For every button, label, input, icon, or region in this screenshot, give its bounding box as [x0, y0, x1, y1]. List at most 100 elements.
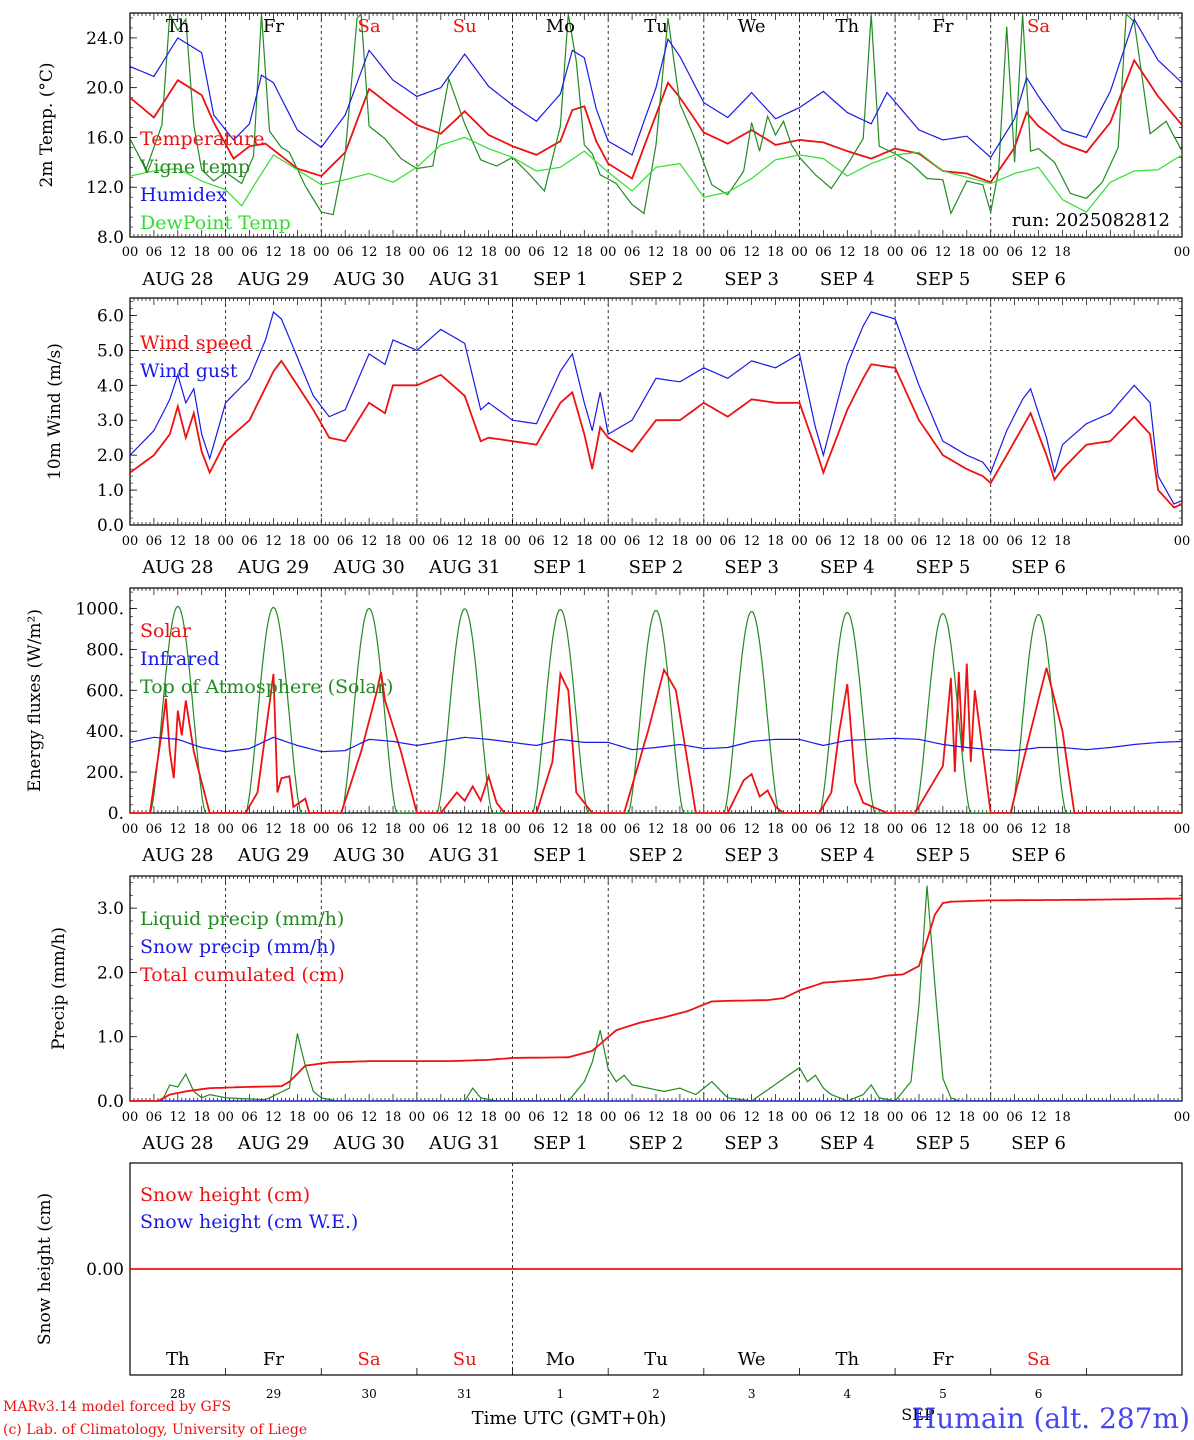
day-name-bottom: Fr	[932, 1349, 953, 1370]
y-tick-label: 2.0	[97, 963, 124, 983]
hour-label: 06	[433, 822, 450, 837]
hour-label: 18	[289, 534, 306, 549]
hour-label: 00	[887, 1110, 904, 1125]
day-name-top: Sa	[1027, 16, 1050, 37]
y-tick-label: 1000.	[75, 599, 124, 619]
hour-label: 06	[1006, 534, 1023, 549]
hour-label: 12	[456, 1110, 473, 1125]
day-name-top: Mo	[546, 16, 575, 37]
date-label: AUG 29	[237, 269, 309, 290]
hour-label: 00	[600, 1110, 617, 1125]
hour-label: 00	[122, 822, 139, 837]
hour-label: 12	[552, 534, 569, 549]
day-name-bottom: We	[738, 1349, 766, 1370]
lab-credit: (c) Lab. of Climatology, University of L…	[3, 1422, 307, 1438]
hour-label: 00	[409, 245, 426, 260]
hour-label: 06	[1006, 1110, 1023, 1125]
y-tick-label: 12.0	[86, 178, 124, 198]
y-tick-label: 400.	[86, 722, 124, 742]
hour-label: 00	[313, 1110, 330, 1125]
hour-label: 12	[743, 245, 760, 260]
hour-label: 12	[456, 822, 473, 837]
hour-label: 06	[337, 822, 354, 837]
hour-label: 00	[600, 534, 617, 549]
hour-label: 18	[672, 534, 689, 549]
y-tick-label: 24.0	[86, 29, 124, 49]
legend-item: Liquid precip (mm/h)	[140, 908, 344, 930]
y-tick-label: 800.	[86, 640, 124, 660]
y-tick-label: 3.0	[97, 411, 124, 431]
hour-label: 00	[600, 822, 617, 837]
hour-label: 06	[815, 822, 832, 837]
date-label: SEP 5	[916, 269, 971, 290]
hour-label: 06	[433, 534, 450, 549]
legend-item: Total cumulated (cm)	[140, 964, 345, 986]
date-label: SEP 6	[1011, 845, 1066, 866]
hour-label: 00	[791, 822, 808, 837]
plot-frame	[129, 297, 1183, 526]
hour-label: 00	[504, 534, 521, 549]
hour-label: 18	[193, 245, 210, 260]
hour-label: 12	[648, 534, 665, 549]
hour-label: 06	[719, 534, 736, 549]
hour-label: 00	[122, 534, 139, 549]
day-name-bottom: Th	[166, 1349, 190, 1370]
legend-item: Vigne temp	[139, 156, 250, 178]
hour-label: 00	[409, 534, 426, 549]
day-name-bottom: Fr	[263, 1349, 284, 1370]
hour-label: 12	[935, 534, 952, 549]
hour-label: 12	[552, 1110, 569, 1125]
hour-label: 06	[719, 1110, 736, 1125]
hour-label: 12	[265, 822, 282, 837]
hour-label: 18	[1054, 1110, 1071, 1125]
series-group	[130, 605, 1182, 813]
y-axis-label: Precip (mm/h)	[49, 927, 69, 1050]
hour-label: 06	[624, 534, 641, 549]
hour-label: 06	[337, 245, 354, 260]
legend-item: Wind speed	[140, 332, 252, 354]
hour-label: 18	[193, 1110, 210, 1125]
hour-label: 18	[959, 534, 976, 549]
hour-label: 18	[959, 1110, 976, 1125]
hour-label: 12	[839, 245, 856, 260]
day-number: 4	[843, 1387, 851, 1401]
model-credit: MARv3.14 model forced by GFS	[3, 1399, 231, 1415]
hour-label: 00	[217, 1110, 234, 1125]
series-group	[130, 885, 1182, 1101]
hour-label: 00	[409, 822, 426, 837]
hour-label: 12	[361, 245, 378, 260]
hour-label: 06	[911, 534, 928, 549]
y-tick-label: 0.0	[97, 1092, 124, 1112]
day-name-top: Fr	[263, 16, 284, 37]
y-tick-label: 2.0	[97, 446, 124, 466]
y-tick-label: 16.0	[86, 128, 124, 148]
y-tick-label: 5.0	[97, 341, 124, 361]
date-label: SEP 3	[724, 845, 779, 866]
hour-label: 06	[146, 245, 163, 260]
hour-label: 00	[791, 245, 808, 260]
date-label: SEP 3	[724, 269, 779, 290]
hour-label: 06	[815, 534, 832, 549]
series-humidex	[130, 17, 1182, 159]
legend-item: Snow precip (mm/h)	[140, 936, 336, 958]
legend-item: Top of Atmosphere (Solar)	[140, 676, 393, 698]
day-name-bottom: Sa	[358, 1349, 381, 1370]
series-group	[130, 310, 1182, 509]
date-label: AUG 30	[332, 269, 404, 290]
series-group	[130, 13, 1182, 216]
hour-label: 00	[887, 534, 904, 549]
y-axis-label: 2m Temp. (°C)	[37, 62, 57, 187]
hour-label: 00	[696, 534, 713, 549]
hour-label: 12	[552, 245, 569, 260]
hour-label: 06	[528, 534, 545, 549]
date-label: SEP 3	[724, 557, 779, 578]
day-number: 1	[557, 1387, 565, 1401]
hour-label: 12	[1030, 534, 1047, 549]
date-label: SEP 5	[916, 557, 971, 578]
hour-label: 06	[146, 822, 163, 837]
hour-label: 18	[959, 822, 976, 837]
hour-label: 18	[480, 1110, 497, 1125]
legend-item: Infrared	[140, 648, 220, 670]
y-tick-label: 4.0	[97, 376, 124, 396]
